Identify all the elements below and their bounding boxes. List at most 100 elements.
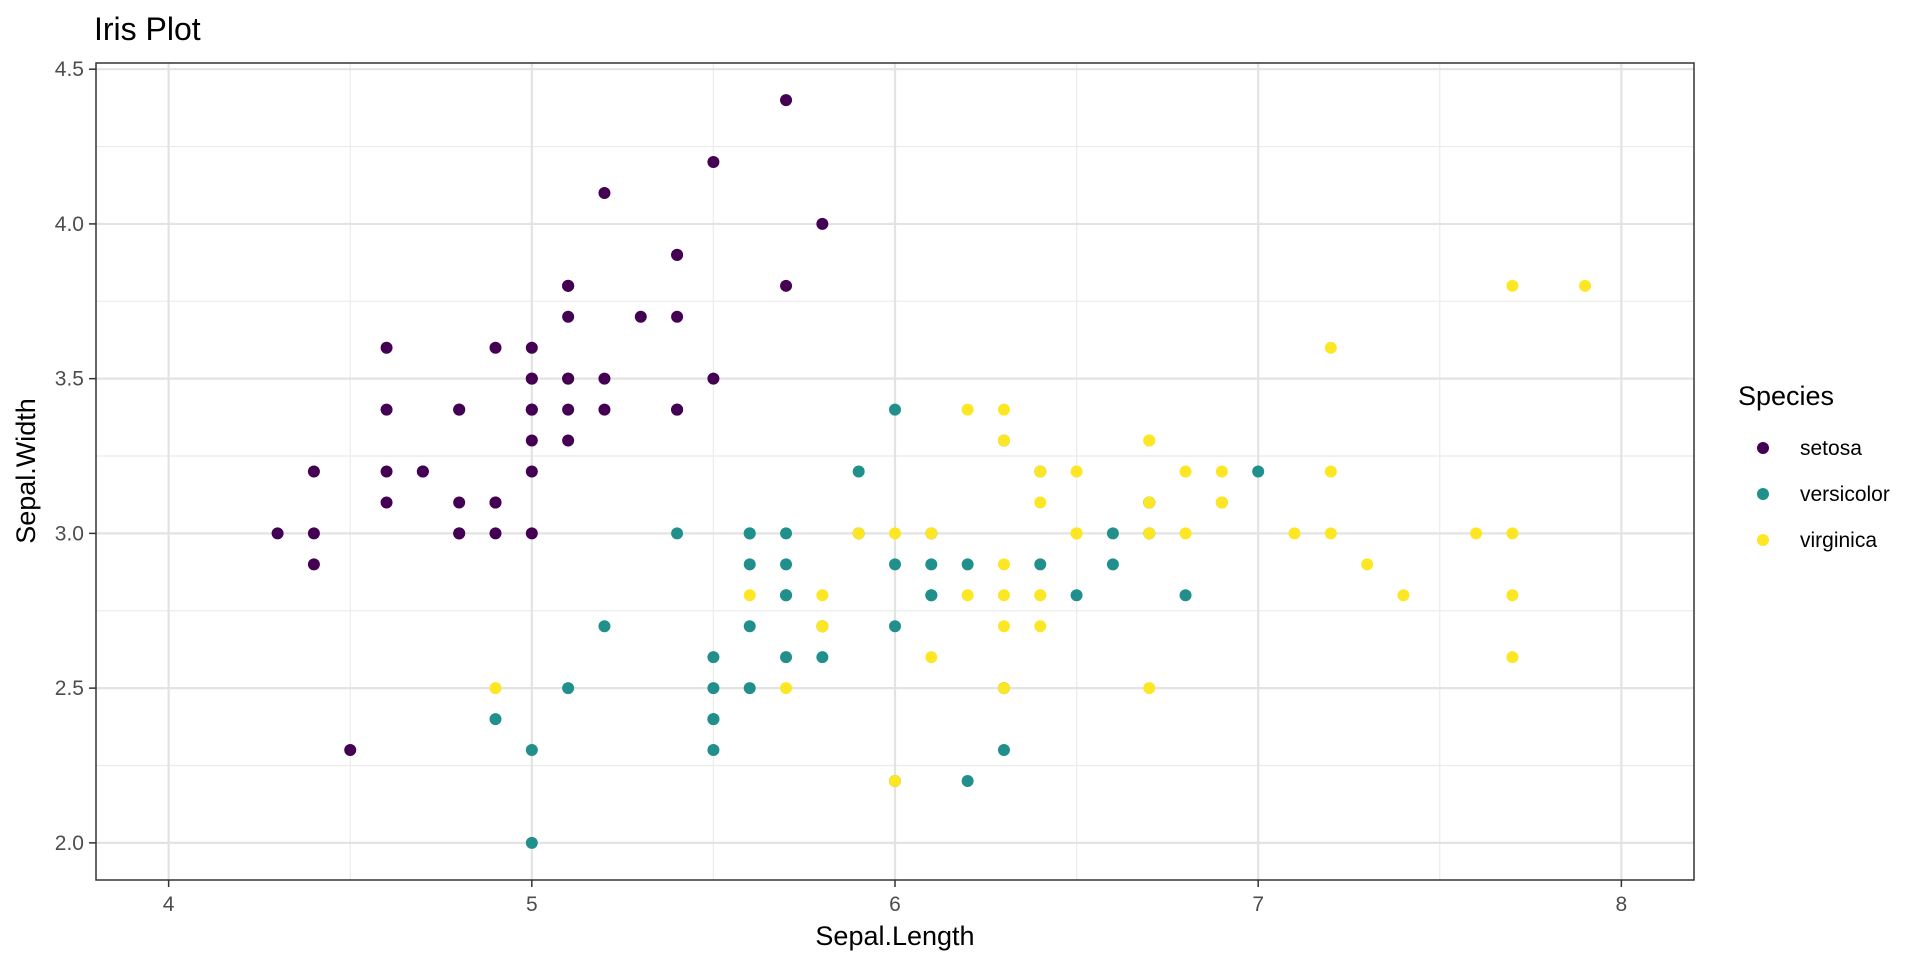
chart-title: Iris Plot bbox=[94, 11, 201, 47]
point-versicolor bbox=[961, 774, 974, 787]
y-tick-label: 2.5 bbox=[55, 677, 84, 700]
point-virginica bbox=[1143, 527, 1156, 540]
y-tick-label: 3.0 bbox=[55, 522, 84, 545]
point-versicolor bbox=[1179, 589, 1192, 602]
point-setosa bbox=[489, 496, 502, 509]
legend-key-virginica bbox=[1757, 534, 1769, 546]
point-setosa bbox=[489, 527, 502, 540]
point-setosa bbox=[344, 744, 357, 757]
point-virginica bbox=[997, 558, 1010, 571]
x-axis-ticks: 4 5 6 7 8 bbox=[163, 880, 1627, 916]
point-virginica bbox=[816, 620, 829, 633]
legend-items: setosa versicolor virginica bbox=[1757, 437, 1890, 552]
legend-label-versicolor: versicolor bbox=[1800, 483, 1890, 506]
point-versicolor bbox=[1034, 558, 1047, 571]
point-versicolor bbox=[1106, 558, 1119, 571]
point-versicolor bbox=[743, 620, 756, 633]
point-virginica bbox=[780, 682, 793, 695]
point-setosa bbox=[671, 248, 684, 261]
point-virginica bbox=[852, 527, 865, 540]
point-virginica bbox=[889, 527, 901, 540]
point-versicolor bbox=[743, 527, 756, 540]
point-versicolor bbox=[707, 651, 720, 664]
point-virginica bbox=[889, 774, 901, 787]
point-versicolor bbox=[562, 682, 575, 695]
point-setosa bbox=[525, 465, 538, 478]
point-virginica bbox=[961, 589, 974, 602]
point-setosa bbox=[380, 496, 393, 509]
y-tick-label: 2.0 bbox=[55, 832, 84, 855]
point-virginica bbox=[997, 682, 1010, 695]
y-axis-title: Sepal.Width bbox=[11, 398, 41, 544]
point-versicolor bbox=[997, 744, 1010, 757]
point-versicolor bbox=[780, 589, 793, 602]
legend-label-virginica: virginica bbox=[1800, 529, 1877, 552]
point-versicolor bbox=[780, 558, 793, 571]
y-tick-label: 4.0 bbox=[55, 213, 84, 236]
series-setosa bbox=[271, 94, 829, 757]
point-setosa bbox=[416, 465, 429, 478]
legend-label-setosa: setosa bbox=[1800, 437, 1862, 460]
point-setosa bbox=[562, 434, 575, 447]
x-tick-label: 6 bbox=[889, 893, 901, 916]
point-virginica bbox=[1034, 589, 1047, 602]
point-versicolor bbox=[525, 836, 538, 849]
point-versicolor bbox=[707, 713, 720, 726]
point-versicolor bbox=[889, 558, 901, 571]
point-setosa bbox=[525, 341, 538, 354]
point-virginica bbox=[925, 651, 938, 664]
point-virginica bbox=[1034, 465, 1047, 478]
point-setosa bbox=[307, 465, 320, 478]
point-virginica bbox=[1288, 527, 1301, 540]
point-versicolor bbox=[707, 682, 720, 695]
point-versicolor bbox=[925, 558, 938, 571]
x-axis-title: Sepal.Length bbox=[815, 921, 974, 951]
point-setosa bbox=[380, 403, 393, 416]
point-versicolor bbox=[525, 744, 538, 757]
x-tick-label: 4 bbox=[163, 893, 175, 916]
point-setosa bbox=[671, 403, 684, 416]
point-setosa bbox=[634, 310, 647, 323]
legend-title: Species bbox=[1738, 381, 1834, 411]
point-versicolor bbox=[852, 465, 865, 478]
point-setosa bbox=[562, 310, 575, 323]
point-virginica bbox=[1215, 465, 1228, 478]
point-virginica bbox=[1506, 589, 1519, 602]
point-versicolor bbox=[889, 403, 901, 416]
point-virginica bbox=[1506, 527, 1519, 540]
point-virginica bbox=[1143, 682, 1156, 695]
point-setosa bbox=[489, 341, 502, 354]
point-setosa bbox=[562, 403, 575, 416]
point-setosa bbox=[380, 341, 393, 354]
x-tick-label: 5 bbox=[526, 893, 538, 916]
point-virginica bbox=[1324, 465, 1337, 478]
point-setosa bbox=[453, 496, 466, 509]
point-virginica bbox=[1215, 496, 1228, 509]
point-versicolor bbox=[780, 651, 793, 664]
legend-key-setosa bbox=[1757, 442, 1769, 454]
point-setosa bbox=[307, 527, 320, 540]
point-virginica bbox=[1179, 527, 1192, 540]
point-virginica bbox=[489, 682, 502, 695]
x-tick-label: 8 bbox=[1616, 893, 1628, 916]
point-virginica bbox=[743, 589, 756, 602]
point-versicolor bbox=[889, 620, 901, 633]
point-virginica bbox=[816, 589, 829, 602]
point-versicolor bbox=[598, 620, 611, 633]
legend: Species setosa versicolor virginica bbox=[1738, 381, 1890, 552]
point-setosa bbox=[707, 372, 720, 385]
point-virginica bbox=[997, 434, 1010, 447]
point-virginica bbox=[997, 589, 1010, 602]
point-virginica bbox=[961, 403, 974, 416]
point-virginica bbox=[1143, 434, 1156, 447]
point-setosa bbox=[780, 279, 793, 292]
point-setosa bbox=[525, 372, 538, 385]
point-setosa bbox=[598, 372, 611, 385]
point-setosa bbox=[671, 310, 684, 323]
point-virginica bbox=[997, 620, 1010, 633]
point-virginica bbox=[1070, 527, 1083, 540]
point-setosa bbox=[562, 372, 575, 385]
point-setosa bbox=[816, 217, 829, 230]
point-virginica bbox=[1324, 527, 1337, 540]
